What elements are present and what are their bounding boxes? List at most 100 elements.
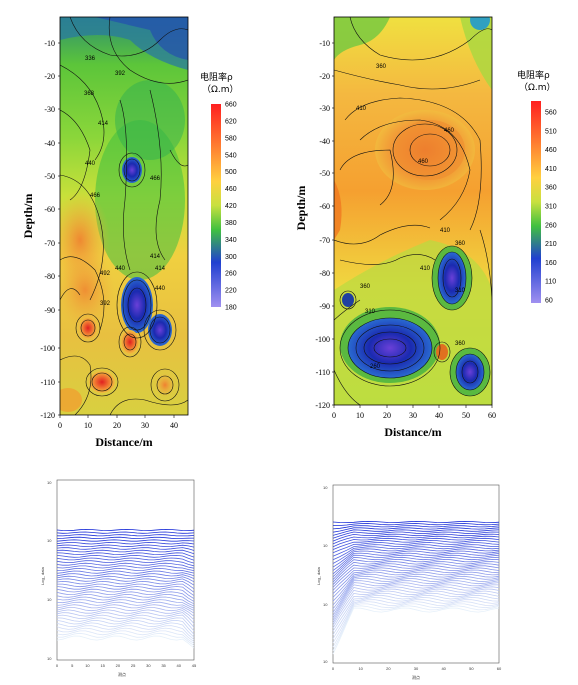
- colorbar-tick-label: 500: [225, 169, 237, 176]
- contour-label: 360: [376, 64, 387, 70]
- y-tick-label: -90: [319, 302, 330, 311]
- log-curve: [56, 547, 195, 551]
- y-tick-label: -80: [319, 269, 330, 278]
- y-tick-label: -60: [44, 205, 55, 214]
- x-tick-label: 0: [332, 666, 335, 671]
- log-curve: [332, 590, 500, 626]
- x-tick-label: 30: [409, 411, 417, 420]
- log-curve: [332, 584, 500, 619]
- log-curve: [332, 552, 500, 571]
- log-curve: [332, 588, 500, 624]
- log-curve: [56, 588, 195, 600]
- log-curve: [56, 573, 195, 579]
- x-tick-label: 10: [85, 663, 90, 668]
- colorbar-tick-label: 110: [545, 279, 556, 286]
- log-curve: [56, 627, 195, 643]
- x-tick-label: 35: [161, 663, 166, 668]
- log-curve: [332, 601, 500, 644]
- log-curve: [56, 625, 195, 640]
- log-curve: [56, 593, 195, 605]
- x-tick-label: 40: [435, 411, 443, 420]
- x-axis-label: 测点: [118, 671, 126, 677]
- y-tick-label: -40: [319, 137, 330, 146]
- x-tick-label: 0: [332, 411, 336, 420]
- contour-label: 466: [90, 193, 101, 199]
- colorbar-tick-label: 310: [545, 204, 557, 211]
- log-curve: [332, 561, 500, 583]
- contour-label: 360: [455, 341, 466, 347]
- colorbar-tick-label: 420: [225, 203, 237, 210]
- x-axis-label: 测点: [412, 674, 420, 680]
- log-curve: [56, 607, 195, 617]
- y-tick-label: 10: [323, 659, 328, 664]
- log-curve: [56, 560, 195, 567]
- colorbar-tick-label: 560: [545, 110, 557, 117]
- log-curve: [332, 529, 500, 536]
- y-tick-label: -20: [44, 72, 55, 81]
- heatmap-panel-1: 336 392 368 414 440 466 466 492 440 414 …: [21, 16, 239, 449]
- contour-label: 410: [440, 228, 451, 234]
- log-panel-2: 10 10 10 10 Log_ data 0 10 20 30 40 50 60 测点: [316, 484, 502, 680]
- x-tick-label: 40: [177, 663, 182, 668]
- log-curve: [57, 632, 195, 647]
- y-tick-label: -70: [319, 236, 330, 245]
- log-curve: [332, 531, 500, 539]
- log-curve: [332, 542, 500, 554]
- log-curve: [332, 599, 500, 639]
- log-curve: [56, 557, 195, 564]
- contour-label: 392: [100, 301, 111, 307]
- contour-labels-2: 360 410 460 460 410 360 360 310 310 260 …: [356, 64, 466, 370]
- log-curve: [332, 525, 500, 530]
- log-curve: [56, 570, 195, 577]
- x-axis-label: Distance/m: [384, 425, 441, 439]
- log-curve: [332, 586, 500, 621]
- colorbar-tick-label: 540: [225, 152, 237, 159]
- contour-label: 368: [84, 91, 95, 97]
- x-tick-label: 25: [131, 663, 136, 668]
- x-tick-label: 20: [113, 421, 121, 430]
- colorbar-unit: （Ω.m）: [202, 84, 239, 95]
- x-axis-2: 0 10 20 30 40 50 60 Distance/m: [332, 405, 496, 439]
- log-curve: [332, 539, 500, 550]
- x-tick-label: 20: [116, 663, 121, 668]
- y-tick-label: -110: [41, 378, 55, 387]
- log-curve: [56, 575, 195, 583]
- colorbar-tick-label: 180: [225, 305, 237, 312]
- log-curve: [332, 594, 500, 632]
- colorbar-tick-label: 220: [225, 288, 237, 295]
- colorbar-tick-label: 260: [545, 222, 557, 229]
- y-tick-label: 10: [47, 480, 52, 485]
- colorbar-tick-label: 620: [225, 118, 237, 125]
- log-curve: [56, 614, 195, 628]
- y-tick-label: -30: [44, 105, 55, 114]
- colorbar-title: 电阻率ρ: [517, 69, 550, 81]
- y-tick-label: 10: [323, 602, 328, 607]
- log-curve: [332, 592, 500, 629]
- log-curve: [56, 604, 195, 614]
- y-tick-label: -60: [319, 202, 330, 211]
- x-tick-label: 50: [469, 666, 474, 671]
- colorbar-1: 电阻率ρ （Ω.m） 660 620 580 540 500 460 420 380 340 30…: [200, 71, 239, 312]
- log-curve: [56, 586, 195, 597]
- log-curve: [56, 567, 195, 574]
- colorbar-tick-label: 160: [545, 260, 557, 267]
- log-panel-1: 10 10 10 10 Log_ data 0 5 10 15 20 25 30 35 40 45…: [40, 479, 197, 677]
- x-tick-label: 40: [441, 666, 446, 671]
- colorbar-tick-label: 340: [225, 237, 237, 244]
- log-curve: [56, 554, 195, 561]
- contour-label: 336: [85, 56, 96, 62]
- contour-label: 310: [365, 309, 376, 315]
- y-axis-label: Depth/m: [294, 186, 308, 231]
- y-tick-label: -50: [319, 169, 330, 178]
- y-tick-label: -20: [319, 72, 330, 81]
- contour-label: 410: [420, 266, 431, 272]
- x-tick-label: 5: [71, 663, 74, 668]
- log-curve: [332, 537, 500, 548]
- log-curve: [332, 544, 499, 557]
- y-tick-label: -40: [44, 139, 55, 148]
- log-curve: [332, 563, 500, 585]
- log-curve: [56, 549, 195, 555]
- contour-label: 260: [370, 364, 381, 370]
- y-axis-label: Log_ data: [40, 566, 45, 585]
